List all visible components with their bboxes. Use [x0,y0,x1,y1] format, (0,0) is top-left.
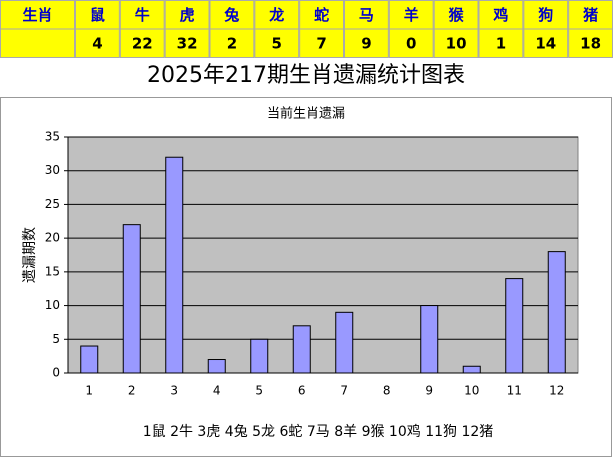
page-title: 2025年217期生肖遗漏统计图表 [147,63,465,88]
y-tick-label: 30 [45,163,60,177]
table-header: 蛇 [314,6,329,24]
table-header: 龙 [268,6,284,24]
bar [207,359,226,374]
y-axis-label: 遗漏期数 [22,227,38,283]
table-header: 兔 [223,6,239,24]
table-header: 猴 [449,6,465,24]
x-tick-label: 1 [85,384,93,398]
x-tick-label: 7 [340,384,348,398]
bar [292,325,311,374]
x-tick-label: 10 [464,384,479,398]
table-count: 22 [132,34,153,52]
table-header: 狗 [538,6,553,24]
bar [505,278,524,374]
table-header: 鼠 [90,6,105,24]
table-count: 9 [361,34,371,52]
table-header: 生肖 [22,6,52,24]
table-cell [0,28,75,58]
table-header: 虎 [180,6,195,24]
y-tick-label: 25 [45,197,60,211]
y-tick-label: 35 [45,130,60,144]
caption: 1鼠 2牛 3虎 4兔 5龙 6蛇 7马 8羊 9猴 10鸡 11狗 12猪 [143,423,494,440]
y-tick-label: 10 [45,298,60,312]
bar [165,156,184,374]
bar [420,305,439,374]
table-header: 鸡 [492,6,508,24]
table-cell [75,28,120,58]
table-count: 10 [446,34,467,52]
table-cell [478,28,524,58]
y-tick-label: 0 [52,366,60,380]
x-tick-label: 5 [255,384,263,398]
table-count: 4 [92,34,102,52]
x-tick-label: 11 [507,384,522,398]
table-count: 1 [496,34,506,52]
table-cell [388,28,434,58]
bar [335,311,354,374]
x-tick-label: 4 [213,384,221,398]
table-count: 2 [227,34,237,52]
table-cell [523,28,569,58]
bar [462,365,481,374]
y-tick-label: 15 [45,264,60,278]
table-cell [254,28,300,58]
y-tick-label: 5 [52,332,60,346]
x-tick-label: 8 [383,384,391,398]
table-header: 马 [359,6,374,24]
x-tick-label: 12 [549,384,564,398]
y-tick-label: 20 [45,231,60,245]
table-count: 5 [272,34,282,52]
table-count: 32 [177,34,198,52]
x-tick-label: 3 [170,384,178,398]
table-cell [299,28,344,58]
table-count: 0 [406,34,416,52]
chart-frame [0,97,612,457]
table-count: 18 [580,34,601,52]
table-cell [164,28,210,58]
table-cell [209,28,255,58]
table-cell [433,28,479,58]
table-header: 羊 [404,6,419,24]
bar [547,251,566,374]
table-count: 14 [535,34,556,52]
bar [122,224,141,374]
bar [80,345,99,374]
plot-area [67,136,579,374]
table-header: 猪 [582,6,598,24]
table-cell [119,28,165,58]
bar [250,338,269,374]
table-count: 7 [316,34,326,52]
x-tick-label: 6 [298,384,306,398]
table-cell [344,28,389,58]
table-header: 牛 [135,6,150,24]
x-tick-label: 2 [128,384,136,398]
x-tick-label: 9 [425,384,433,398]
chart-title: 当前生肖遗漏 [267,106,345,122]
